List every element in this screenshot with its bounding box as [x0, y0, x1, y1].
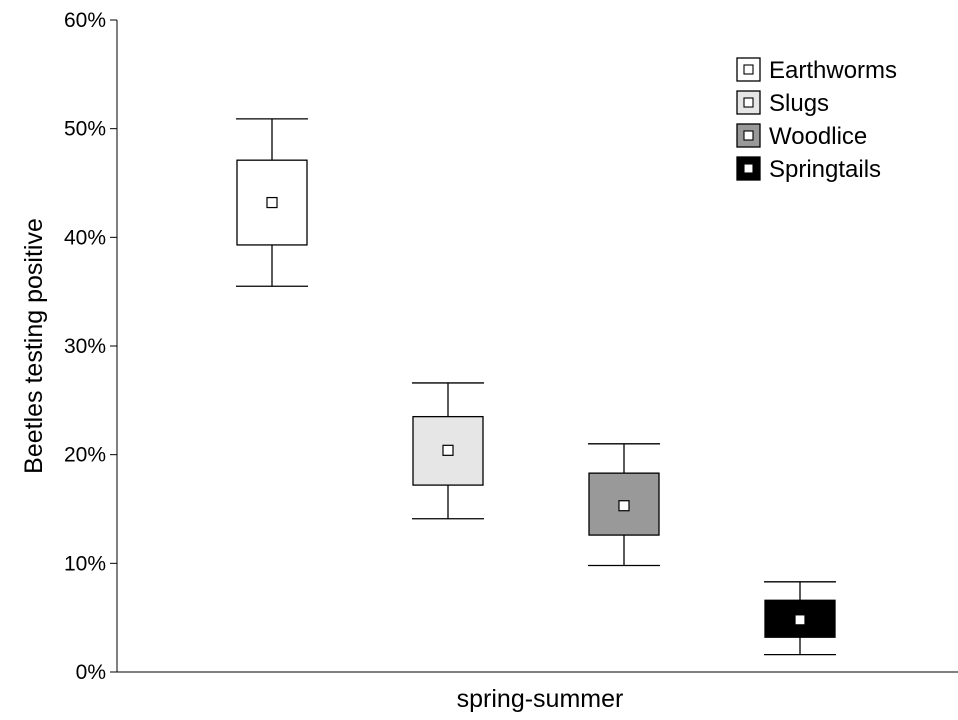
legend-item-slugs: Slugs: [736, 90, 829, 117]
boxes: [236, 118, 836, 656]
legend-label: Springtails: [769, 156, 881, 183]
median-marker: [442, 444, 454, 456]
y-tick-label: 20%: [64, 444, 106, 467]
axes: [116, 20, 958, 673]
median-marker: [618, 500, 630, 512]
legend-item-springtails: Springtails: [736, 156, 881, 183]
x-axis-title: spring-summer: [457, 685, 624, 713]
y-tick-label: 50%: [64, 118, 106, 141]
y-tick-label: 30%: [64, 335, 106, 358]
legend-item-woodlice: Woodlice: [736, 123, 867, 150]
legend-label: Woodlice: [769, 123, 867, 150]
box-slugs: [412, 382, 484, 520]
median-marker: [266, 196, 278, 209]
legend-item-earthworms: Earthworms: [736, 57, 897, 84]
legend-label: Earthworms: [769, 57, 897, 84]
legend-marker: [743, 97, 754, 108]
legend-marker: [743, 64, 754, 75]
y-tick-label: 40%: [64, 226, 106, 249]
box-earthworms: [236, 118, 308, 287]
y-ticks: 0% 10% 20% 30% 40% 50% 60%: [64, 9, 117, 684]
legend: Earthworms Slugs Woodlice Springtails: [736, 57, 897, 183]
legend-label: Slugs: [769, 90, 829, 117]
y-tick-label: 60%: [64, 9, 106, 32]
y-tick-label: 0%: [76, 661, 106, 684]
median-marker: [794, 614, 806, 626]
y-tick-label: 10%: [64, 552, 106, 575]
y-axis-title: Beetles testing positive: [20, 218, 48, 474]
legend-marker: [743, 163, 754, 174]
box-woodlice: [588, 443, 660, 567]
box-springtails: [764, 581, 836, 656]
legend-marker: [743, 130, 754, 141]
